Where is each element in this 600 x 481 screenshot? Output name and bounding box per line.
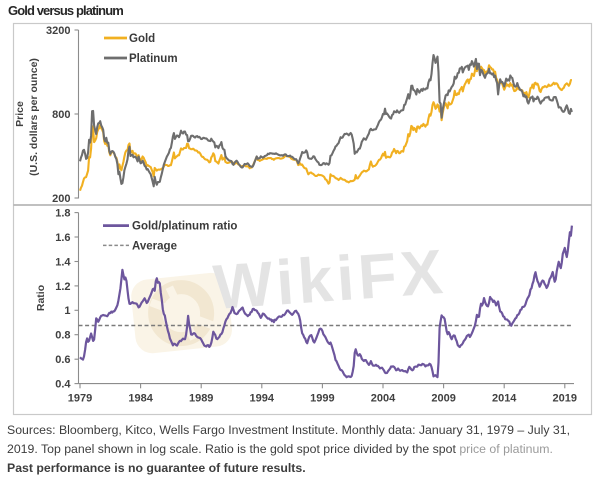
svg-text:3200: 3200 xyxy=(46,25,70,37)
svg-text:1994: 1994 xyxy=(250,392,275,404)
svg-text:1.2: 1.2 xyxy=(55,281,70,293)
svg-text:1984: 1984 xyxy=(128,392,153,404)
svg-text:Gold/platinum ratio: Gold/platinum ratio xyxy=(132,221,237,233)
svg-text:1.4: 1.4 xyxy=(55,256,71,268)
svg-text:1979: 1979 xyxy=(68,392,92,404)
svg-text:1999: 1999 xyxy=(310,392,334,404)
svg-text:1.6: 1.6 xyxy=(55,232,70,244)
svg-text:2019: 2019 xyxy=(553,392,577,404)
svg-text:1.8: 1.8 xyxy=(55,208,70,220)
svg-text:WikiFX: WikiFX xyxy=(211,237,449,323)
svg-text:0.6: 0.6 xyxy=(55,354,70,366)
svg-text:Average: Average xyxy=(132,240,177,252)
svg-text:Platinum: Platinum xyxy=(129,53,178,65)
svg-text:1: 1 xyxy=(64,305,70,317)
svg-text:200: 200 xyxy=(52,193,70,205)
svg-text:800: 800 xyxy=(52,109,70,121)
svg-text:Gold: Gold xyxy=(129,33,155,45)
svg-text:2009: 2009 xyxy=(431,392,455,404)
svg-text:Ratio: Ratio xyxy=(35,285,47,311)
svg-text:0.8: 0.8 xyxy=(55,330,70,342)
svg-text:Price: Price xyxy=(14,101,26,127)
svg-text:(U.S. dollars per ounce): (U.S. dollars per ounce) xyxy=(28,58,40,176)
svg-text:1989: 1989 xyxy=(189,392,213,404)
svg-text:2004: 2004 xyxy=(371,392,396,404)
svg-text:2014: 2014 xyxy=(492,392,517,404)
svg-text:0.4: 0.4 xyxy=(55,379,71,391)
